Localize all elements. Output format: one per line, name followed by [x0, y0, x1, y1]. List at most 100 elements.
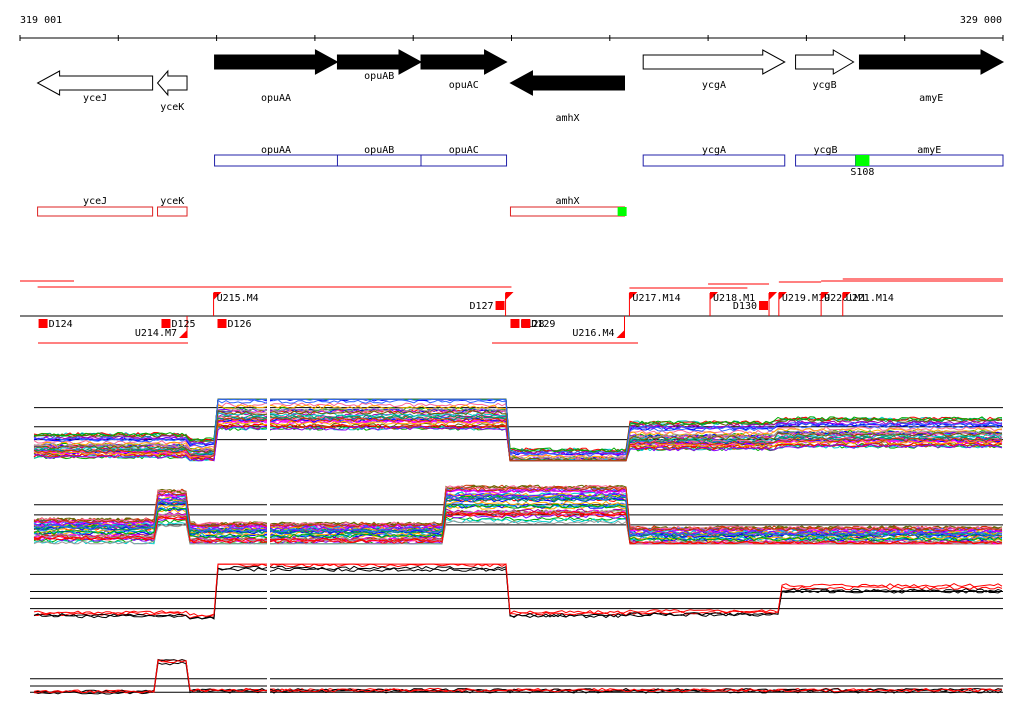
operon-label: ycgB — [814, 145, 838, 156]
expression-track — [33, 472, 1003, 551]
expression-profile-line — [33, 495, 1003, 538]
segment-label: U218.M1 — [713, 293, 755, 304]
promoter-flag — [213, 292, 222, 300]
segment-label: D129 — [531, 319, 555, 330]
promoter-flag — [842, 292, 851, 300]
segment-label: D130 — [733, 301, 757, 312]
gene-label: ycgA — [702, 80, 726, 91]
segment-label: D126 — [228, 319, 252, 330]
gene-arrow — [336, 49, 423, 75]
promoter-flag — [179, 330, 188, 338]
downshift-marker — [161, 319, 171, 328]
expression-track — [30, 557, 1003, 626]
expression-track — [33, 392, 1003, 468]
gap-marker — [267, 392, 270, 468]
gap-marker — [267, 472, 270, 551]
gene-arrow — [156, 69, 188, 97]
expression-profile-line — [33, 565, 1003, 620]
gene-arrow — [214, 49, 339, 75]
operon-box — [509, 206, 626, 217]
gene-label: yceK — [160, 102, 184, 113]
expression-profile-line — [33, 503, 1003, 542]
downshift-marker — [217, 319, 227, 328]
gene-label: amyE — [919, 93, 943, 104]
segment-label: U214.M7 — [135, 328, 177, 339]
operon-label: amyE — [917, 145, 941, 156]
downshift-marker — [510, 319, 520, 328]
expression-profile-line — [33, 658, 1003, 694]
promoter-flag — [710, 292, 719, 300]
segment-label: D125 — [171, 319, 195, 330]
expression-track — [30, 644, 1003, 704]
segment-label: U219.M19 — [782, 293, 830, 304]
operon-label: ycgA — [702, 145, 726, 156]
gene-label: opuAC — [449, 80, 479, 91]
gene-arrow — [420, 49, 508, 75]
promoter-flag — [821, 292, 830, 300]
terminator-marker — [617, 207, 627, 216]
gene-label: ycgB — [813, 80, 837, 91]
expression-profile-line — [34, 659, 1003, 694]
expression-profile-line — [33, 407, 1003, 461]
expression-profile-line — [33, 417, 1003, 462]
operon-box — [642, 154, 786, 167]
segment-label: U220.M1 — [824, 293, 866, 304]
expression-profile-line — [33, 659, 1003, 694]
ruler-end-label: 329 000 — [960, 15, 1002, 26]
segment-label: D124 — [49, 319, 73, 330]
gene-annotation-track: yceJ yceK opuAA opuAB opuAC amhX ycgA ycgB amyE — [36, 49, 1005, 124]
ruler-start-label: 319 001 — [20, 15, 62, 26]
promoter-flag — [778, 292, 787, 300]
promoter-flag — [769, 292, 778, 300]
operon-label: opuAC — [449, 145, 479, 156]
gene-label: opuAB — [364, 71, 394, 82]
gene-arrow — [36, 70, 154, 96]
operon-plus-track: opuAA opuAB opuAC ycgA ycgB amyE S108 — [214, 145, 1004, 178]
operon-box — [214, 154, 508, 167]
operon-label: yceK — [160, 196, 184, 207]
promoter-flag — [629, 292, 638, 300]
coordinate-ruler: 319 001 329 000 — [19, 15, 1004, 41]
segment-label: U217.M14 — [632, 293, 680, 304]
gap-marker — [267, 644, 270, 704]
expression-profiles — [30, 392, 1003, 704]
operon-box — [37, 206, 154, 217]
promoter-flag — [616, 330, 625, 338]
expression-profile-line — [33, 563, 1003, 618]
gap-marker — [267, 557, 270, 626]
operon-label: opuAB — [364, 145, 394, 156]
segment-label: D127 — [469, 301, 493, 312]
expression-profile-line — [33, 486, 1003, 532]
expression-profile-line — [33, 410, 1003, 462]
gene-arrow — [642, 49, 786, 75]
operon-box — [795, 154, 1004, 167]
downshift-marker — [38, 319, 48, 328]
expression-profile-line — [33, 497, 1003, 538]
downshift-marker — [521, 319, 531, 328]
terminator-marker — [855, 155, 870, 166]
expression-profile-line — [33, 398, 1002, 455]
expression-profile-line — [33, 509, 1003, 545]
downshift-marker — [759, 301, 769, 310]
expression-profile-line — [33, 398, 1003, 456]
terminator-label: S108 — [850, 167, 874, 178]
expression-profile-line — [33, 511, 1003, 545]
gene-arrow — [795, 49, 855, 75]
segment-label: U216.M4 — [572, 328, 614, 339]
operon-label: yceJ — [83, 196, 107, 207]
downshift-marker — [495, 301, 505, 310]
operon-box — [157, 206, 188, 217]
gene-label: opuAA — [261, 93, 291, 104]
operon-minus-track: yceJ yceK amhX — [37, 196, 627, 217]
gene-label: yceJ — [83, 93, 107, 104]
segment-label: U221.M14 — [846, 293, 894, 304]
gene-arrow — [858, 49, 1005, 75]
operon-label: opuAA — [261, 145, 291, 156]
expression-profile-line — [33, 567, 1003, 620]
gene-label: amhX — [555, 113, 579, 124]
segment-label: D128 — [520, 319, 544, 330]
gene-arrow — [509, 70, 626, 96]
expression-profile-line — [33, 398, 1003, 453]
